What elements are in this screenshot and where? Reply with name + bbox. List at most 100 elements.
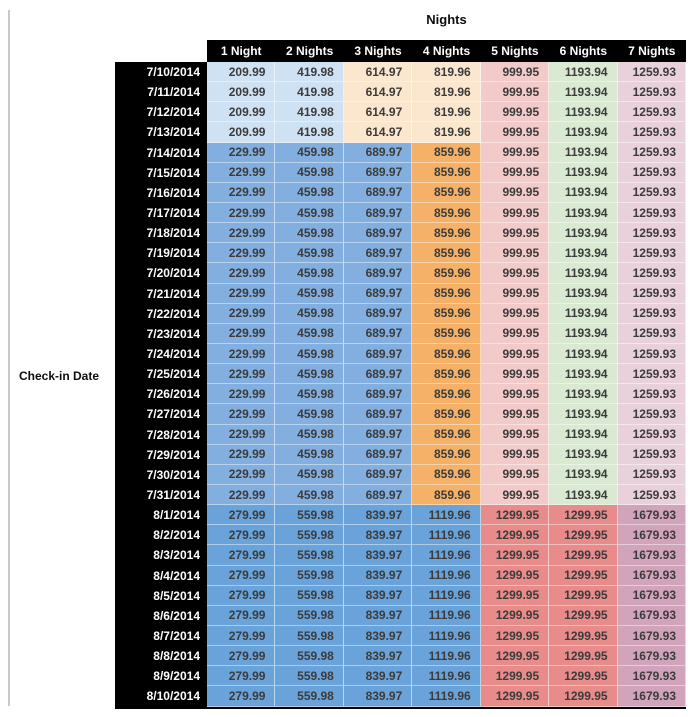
price-cell[interactable]: 839.97: [343, 585, 413, 606]
price-cell[interactable]: 859.96: [412, 343, 481, 365]
column-header[interactable]: 3 Nights: [343, 40, 413, 62]
price-cell[interactable]: 1119.96: [412, 605, 481, 626]
price-cell[interactable]: 229.99: [207, 424, 276, 445]
date-cell[interactable]: 7/17/2014: [115, 202, 207, 224]
price-cell[interactable]: 1299.95: [480, 565, 550, 586]
price-cell[interactable]: 689.97: [343, 182, 413, 203]
price-cell[interactable]: 839.97: [343, 625, 413, 647]
price-cell[interactable]: 1259.93: [617, 484, 686, 506]
price-cell[interactable]: 999.95: [480, 243, 550, 264]
price-cell[interactable]: 1299.95: [549, 646, 618, 667]
price-cell[interactable]: 999.95: [480, 424, 550, 445]
price-cell[interactable]: 689.97: [343, 162, 413, 183]
price-cell[interactable]: 689.97: [343, 243, 413, 264]
date-cell[interactable]: 8/7/2014: [115, 625, 207, 647]
price-cell[interactable]: 859.96: [412, 243, 481, 264]
price-cell[interactable]: 209.99: [207, 102, 276, 123]
price-cell[interactable]: 559.98: [275, 646, 344, 667]
price-cell[interactable]: 459.98: [275, 384, 344, 405]
price-cell[interactable]: 1259.93: [617, 142, 686, 163]
price-cell[interactable]: 839.97: [343, 646, 413, 667]
price-cell[interactable]: 229.99: [207, 384, 276, 405]
price-cell[interactable]: 999.95: [480, 364, 550, 385]
price-cell[interactable]: 1193.94: [549, 243, 618, 264]
column-header[interactable]: 5 Nights: [480, 40, 550, 62]
price-cell[interactable]: 229.99: [207, 162, 276, 183]
price-cell[interactable]: 229.99: [207, 142, 276, 163]
date-cell[interactable]: 8/4/2014: [115, 565, 207, 586]
price-cell[interactable]: 1259.93: [617, 202, 686, 224]
price-cell[interactable]: 1259.93: [617, 384, 686, 405]
price-cell[interactable]: 559.98: [275, 666, 344, 687]
date-cell[interactable]: 7/21/2014: [115, 283, 207, 304]
price-cell[interactable]: 859.96: [412, 182, 481, 203]
price-cell[interactable]: 859.96: [412, 142, 481, 163]
price-cell[interactable]: 1259.93: [617, 162, 686, 183]
price-cell[interactable]: 859.96: [412, 484, 481, 506]
price-cell[interactable]: 459.98: [275, 343, 344, 365]
price-cell[interactable]: 999.95: [480, 82, 550, 103]
price-cell[interactable]: 614.97: [343, 62, 413, 83]
price-cell[interactable]: 689.97: [343, 484, 413, 506]
price-cell[interactable]: 1679.93: [617, 505, 686, 526]
price-cell[interactable]: 859.96: [412, 202, 481, 224]
price-cell[interactable]: 839.97: [343, 605, 413, 626]
price-cell[interactable]: 1299.95: [549, 666, 618, 687]
price-cell[interactable]: 279.99: [207, 505, 276, 526]
price-cell[interactable]: 559.98: [275, 686, 344, 707]
price-cell[interactable]: 1259.93: [617, 263, 686, 284]
date-cell[interactable]: 7/16/2014: [115, 182, 207, 203]
price-cell[interactable]: 1259.93: [617, 424, 686, 445]
price-cell[interactable]: 689.97: [343, 202, 413, 224]
price-cell[interactable]: 859.96: [412, 263, 481, 284]
price-cell[interactable]: 1299.95: [549, 605, 618, 626]
date-cell[interactable]: 7/25/2014: [115, 364, 207, 385]
price-cell[interactable]: 614.97: [343, 102, 413, 123]
price-cell[interactable]: 689.97: [343, 323, 413, 344]
price-cell[interactable]: 999.95: [480, 202, 550, 224]
price-cell[interactable]: 1193.94: [549, 182, 618, 203]
price-cell[interactable]: 859.96: [412, 444, 481, 465]
price-cell[interactable]: 209.99: [207, 122, 276, 143]
date-cell[interactable]: 7/20/2014: [115, 263, 207, 284]
price-cell[interactable]: 1193.94: [549, 62, 618, 83]
price-cell[interactable]: 999.95: [480, 162, 550, 183]
price-cell[interactable]: 999.95: [480, 142, 550, 163]
price-cell[interactable]: 1299.95: [549, 545, 618, 566]
price-cell[interactable]: 459.98: [275, 182, 344, 203]
price-cell[interactable]: 999.95: [480, 263, 550, 284]
price-cell[interactable]: 229.99: [207, 464, 276, 485]
date-cell[interactable]: 8/3/2014: [115, 545, 207, 566]
price-cell[interactable]: 419.98: [275, 82, 344, 103]
price-cell[interactable]: 279.99: [207, 525, 276, 546]
price-cell[interactable]: 229.99: [207, 202, 276, 224]
date-cell[interactable]: 7/13/2014: [115, 122, 207, 143]
price-cell[interactable]: 459.98: [275, 243, 344, 264]
price-cell[interactable]: 1299.95: [549, 565, 618, 586]
price-cell[interactable]: 859.96: [412, 364, 481, 385]
price-cell[interactable]: 229.99: [207, 323, 276, 344]
price-cell[interactable]: 1259.93: [617, 364, 686, 385]
price-cell[interactable]: 1193.94: [549, 263, 618, 284]
price-cell[interactable]: 559.98: [275, 605, 344, 626]
price-cell[interactable]: 1299.95: [480, 605, 550, 626]
price-cell[interactable]: 559.98: [275, 565, 344, 586]
price-cell[interactable]: 1193.94: [549, 283, 618, 304]
price-cell[interactable]: 859.96: [412, 303, 481, 324]
price-cell[interactable]: 459.98: [275, 263, 344, 284]
price-cell[interactable]: 689.97: [343, 343, 413, 365]
price-cell[interactable]: 229.99: [207, 303, 276, 324]
price-cell[interactable]: 999.95: [480, 283, 550, 304]
price-cell[interactable]: 1119.96: [412, 686, 481, 707]
price-cell[interactable]: 209.99: [207, 62, 276, 83]
price-cell[interactable]: 689.97: [343, 303, 413, 324]
price-cell[interactable]: 1193.94: [549, 424, 618, 445]
price-cell[interactable]: 279.99: [207, 545, 276, 566]
date-cell[interactable]: 7/19/2014: [115, 243, 207, 264]
price-cell[interactable]: 1679.93: [617, 625, 686, 647]
price-cell[interactable]: 859.96: [412, 283, 481, 304]
price-cell[interactable]: 999.95: [480, 464, 550, 485]
price-cell[interactable]: 999.95: [480, 323, 550, 344]
price-cell[interactable]: 1299.95: [549, 625, 618, 647]
price-cell[interactable]: 1679.93: [617, 545, 686, 566]
